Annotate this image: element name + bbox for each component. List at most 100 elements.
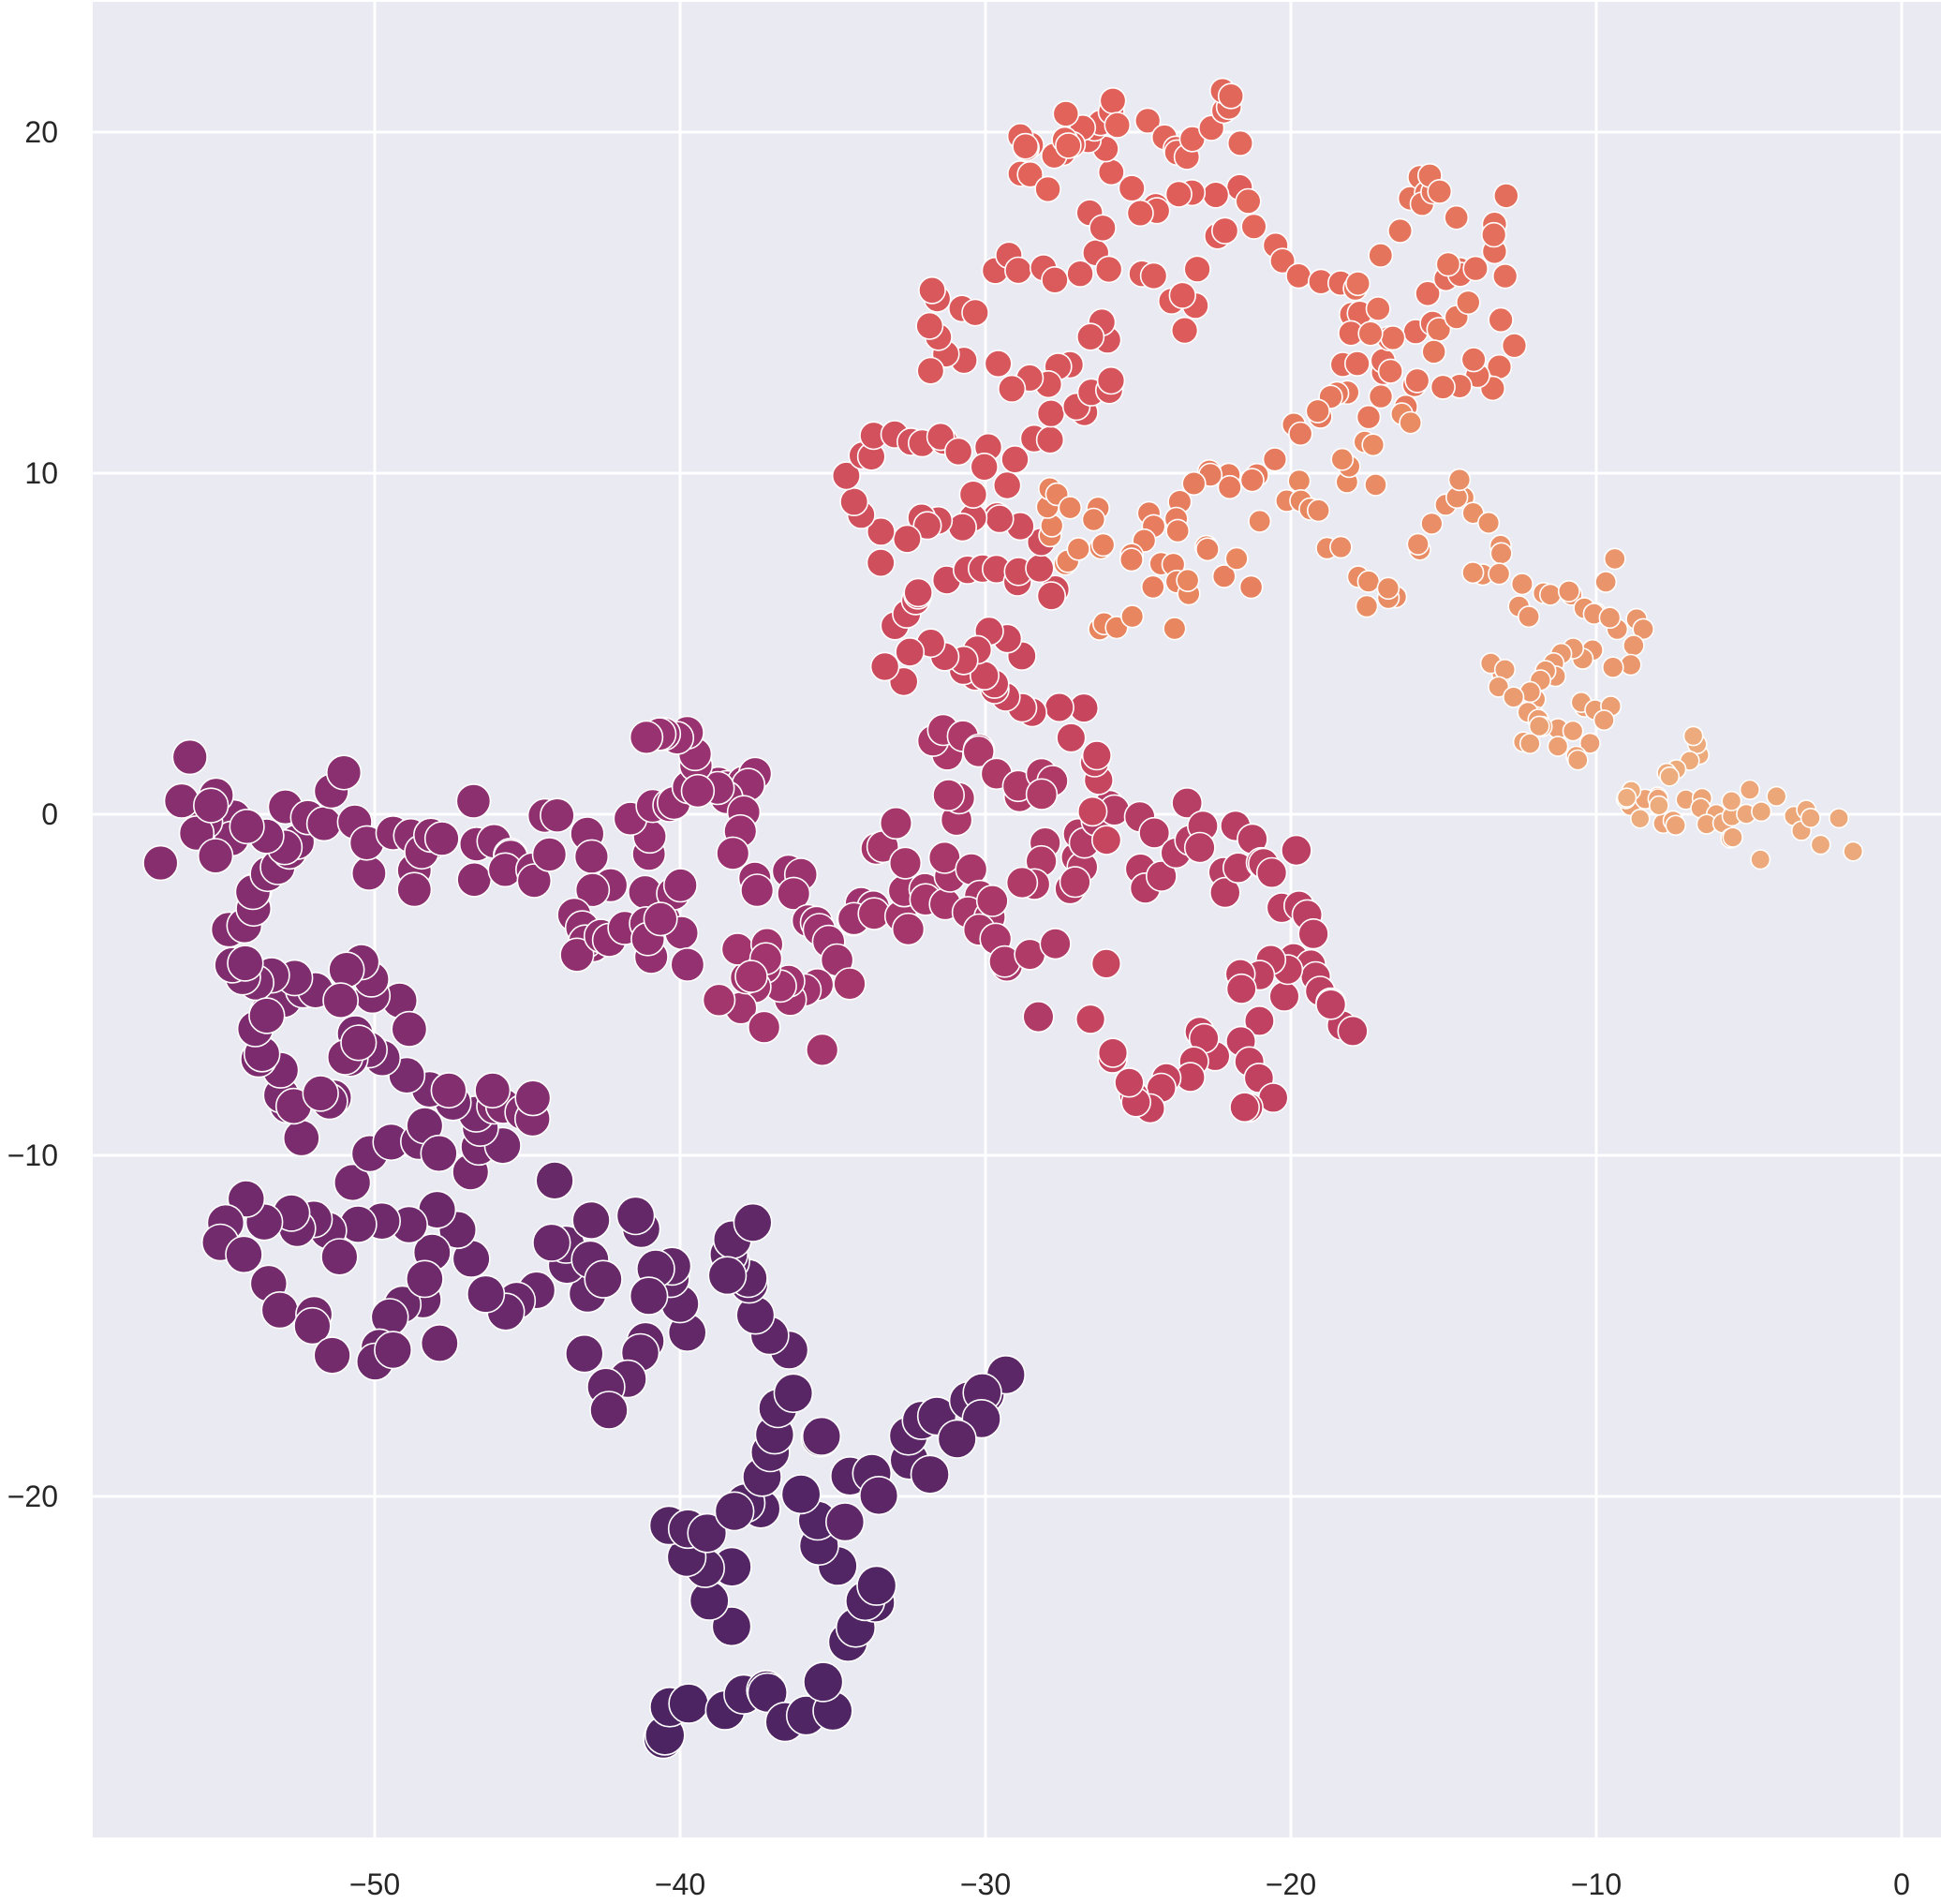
scatter-point [1217,82,1245,110]
scatter-point [1229,1092,1261,1123]
scatter-point [1209,876,1241,909]
scatter-point [1415,280,1442,307]
scatter-point [1503,686,1525,708]
scatter-point [571,1200,611,1241]
scatter-point [1593,709,1615,732]
scatter-point [1810,834,1831,855]
scatter-point [891,912,926,946]
scatter-point [1722,826,1743,848]
scatter-point [1364,473,1387,497]
scatter-point [1036,399,1066,428]
scatter-point [670,946,705,982]
scatter-point [888,846,923,880]
scatter-point [260,1290,299,1330]
scatter-point [1240,213,1267,240]
scatter-point [1486,353,1513,380]
scatter-point [1307,498,1331,523]
scatter-point [1090,532,1116,558]
scatter-point [932,779,966,812]
scatter-point [1566,749,1589,771]
scatter-point [1089,214,1117,243]
scatter-point [1118,174,1146,202]
x-axis-tick-labels: −50 −40 −30 −20 −10 0 [349,1867,1910,1901]
scatter-point [1330,447,1355,471]
scatter-point [805,1033,839,1067]
scatter-point [1427,178,1453,204]
scatter-point [1165,518,1191,543]
scatter-point [1217,474,1242,500]
scatter-point [1170,316,1199,345]
scatter-point [1297,917,1329,950]
scatter-point [1000,444,1030,474]
scatter-point [514,1079,552,1117]
scatter-point [1239,468,1265,493]
scatter-point [733,1202,773,1242]
scatter-point [833,967,867,1001]
scatter-point [1195,537,1220,562]
scatter-point [1315,989,1347,1020]
scatter-point [803,1661,844,1703]
scatter-point [866,548,896,578]
scatter-point [1066,537,1090,561]
scatter-point [229,808,265,845]
scatter-point [1547,736,1569,757]
scatter-point [1488,306,1514,334]
scatter-point [1557,579,1580,602]
scatter-point [559,937,595,973]
scatter-point [1399,410,1423,435]
scatter-point [714,1491,755,1532]
x-tick-label: −40 [655,1867,705,1901]
scatter-point [1183,255,1211,283]
scatter-point [1420,512,1444,535]
scatter-point [1377,358,1403,384]
scatter-point [910,1454,950,1495]
y-tick-label: 10 [24,456,58,490]
scatter-point [958,480,988,510]
scatter-point [350,855,387,891]
scatter-point [1447,468,1472,492]
scatter-point [1235,187,1262,215]
scatter-point [456,861,493,898]
scatter-point [734,959,768,993]
scatter-point [1202,181,1230,209]
scatter-point [1488,562,1511,586]
plot-area [93,2,1941,1837]
scatter-point [1090,948,1122,979]
scatter-point [1444,204,1470,231]
scatter-point [773,1373,814,1414]
scatter-point [702,983,736,1018]
scatter-point [540,797,575,834]
scatter-point [687,1512,728,1554]
scatter-point [282,1119,320,1157]
scatter-point [1355,594,1379,618]
scatter-point [662,868,698,903]
scatter-point [1052,100,1080,127]
scatter-point [668,1683,709,1724]
scatter-point [975,885,1009,917]
y-tick-label: 20 [24,115,58,149]
scatter-point [680,773,716,809]
scatter-point [1665,814,1687,837]
scatter-point [1750,849,1771,870]
scatter-point [1255,856,1288,889]
scatter-point [869,651,900,682]
scatter-point [1476,511,1501,535]
scatter-point [1090,825,1122,855]
scatter-point [1630,808,1651,829]
scatter-point [1357,320,1384,347]
scatter-point [1578,732,1601,754]
scatter-point [1460,347,1487,373]
scatter-point [320,1238,359,1276]
scatter-point [1539,583,1563,606]
scatter-point [1361,433,1385,457]
scatter-point [1036,581,1067,611]
scatter-point [391,1010,428,1048]
y-tick-label: −20 [7,1480,58,1513]
scatter-point [856,1565,897,1606]
scatter-point [531,837,568,872]
scatter-point [1421,339,1446,364]
scatter-point [1138,816,1171,849]
scatter-point [227,945,264,982]
scatter-point [1387,217,1414,244]
